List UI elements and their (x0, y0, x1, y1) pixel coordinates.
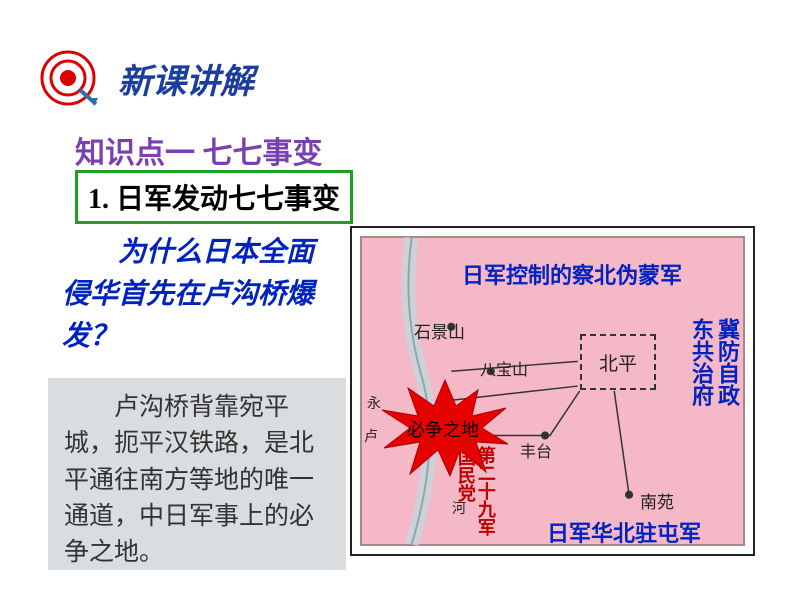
question-text: 为什么日本全面侵华首先在卢沟桥爆发？ (62, 232, 322, 358)
question-content: 为什么日本全面侵华首先在卢沟桥爆发？ (62, 237, 314, 352)
subtopic-box: 1. 日军发动七七事变 (75, 170, 353, 224)
fengtai-label: 丰台 (520, 438, 552, 462)
beiping-label: 北平 (599, 349, 637, 376)
starburst-label: 必争之地 (407, 416, 479, 442)
target-icon (40, 48, 100, 108)
lu-label: 卢 (364, 426, 378, 446)
yong-label: 永 (367, 393, 381, 413)
map-container: 日军控制的察北伪蒙军 北平 石景山 八宝山 丰台 南苑 永 卢 河 东共治府 冀… (350, 226, 755, 556)
knowledge-point: 知识点一 七七事变 (75, 128, 323, 172)
answer-content: 卢沟桥背靠宛平城，扼平汉铁路，是北平通往南方等地的唯一通道，中日军事上的必争之地… (64, 394, 314, 566)
nanyuan-label: 南苑 (640, 488, 674, 513)
map-south-label: 日军华北驻屯军 (547, 516, 701, 548)
shijingshan-label: 石景山 (414, 318, 465, 343)
babaoshan-label: 八宝山 (480, 356, 528, 380)
beiping-box: 北平 (580, 334, 656, 390)
section-title: 新课讲解 (118, 54, 254, 103)
answer-box: 卢沟桥背靠宛平城，扼平汉铁路，是北平通往南方等地的唯一通道，中日军事上的必争之地… (48, 378, 346, 570)
east-col1: 冀防自政 (711, 318, 743, 406)
map-north-label: 日军控制的察北伪蒙军 (462, 258, 682, 290)
